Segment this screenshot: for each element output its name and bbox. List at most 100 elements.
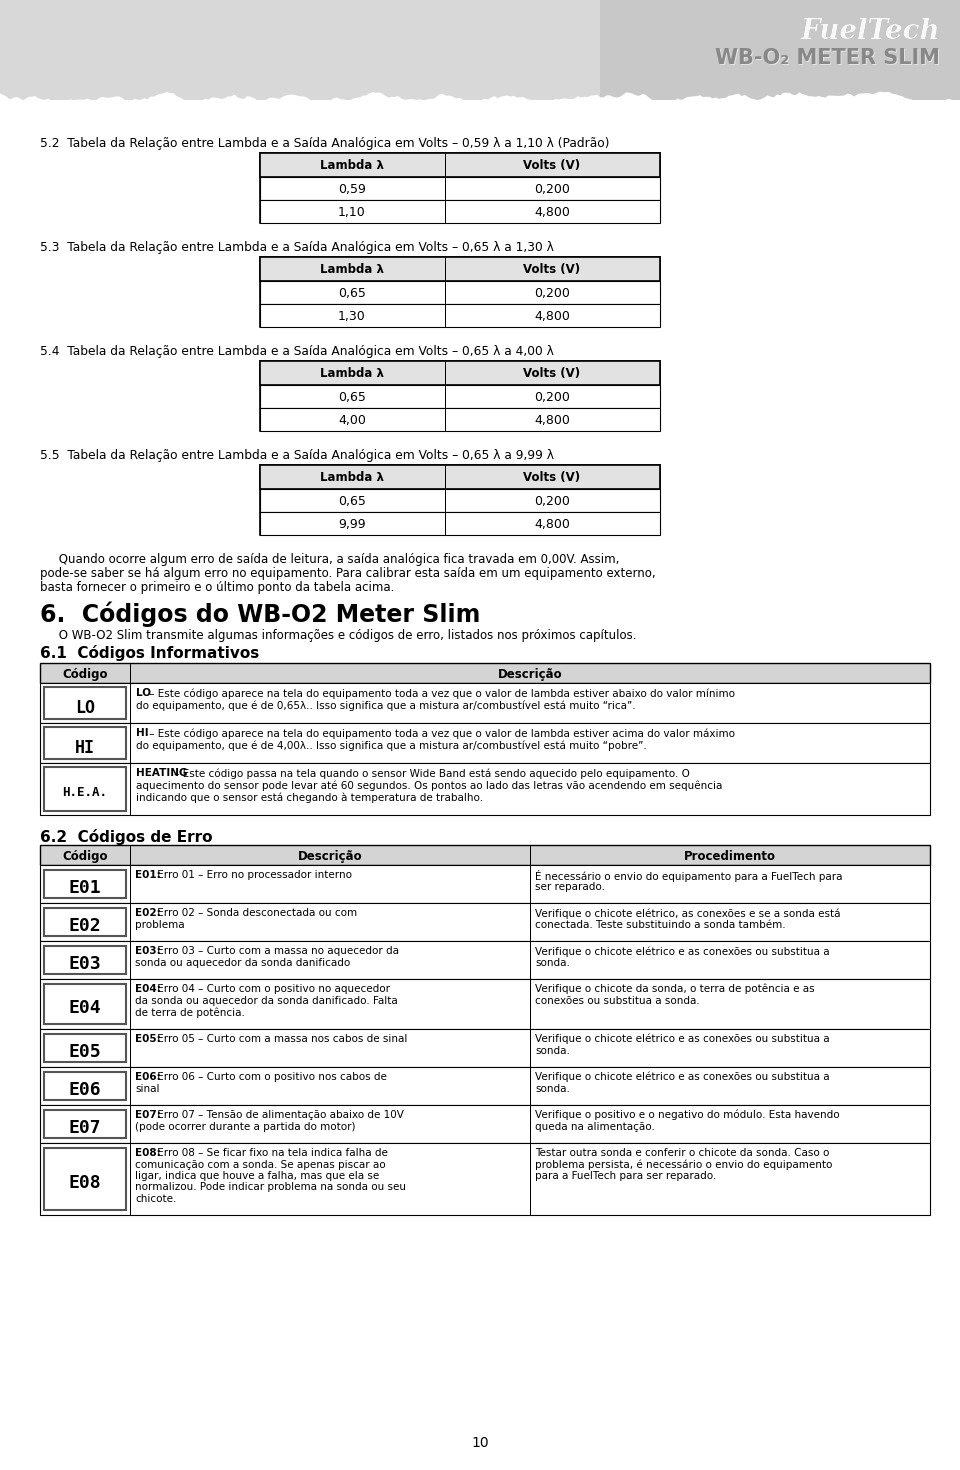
Text: 4,00: 4,00 xyxy=(338,415,366,426)
Text: Descrição: Descrição xyxy=(497,667,563,681)
Bar xyxy=(530,1029,531,1067)
Bar xyxy=(350,0,360,115)
Text: (pode ocorrer durante a partida do motor): (pode ocorrer durante a partida do motor… xyxy=(135,1122,355,1132)
Text: sinal: sinal xyxy=(135,1083,159,1094)
Text: E06:: E06: xyxy=(135,1072,160,1082)
Text: para a FuelTech para ser reparado.: para a FuelTech para ser reparado. xyxy=(535,1172,716,1180)
Bar xyxy=(530,864,531,903)
Text: ligar, indica que houve a falha, mas que ela se: ligar, indica que houve a falha, mas que… xyxy=(135,1172,379,1180)
Text: 0,65: 0,65 xyxy=(338,287,366,300)
Text: WB-O₂ METER SLIM: WB-O₂ METER SLIM xyxy=(715,49,940,68)
Bar xyxy=(260,362,660,431)
Text: sonda.: sonda. xyxy=(535,957,570,967)
Bar xyxy=(410,0,420,115)
Text: E08:: E08: xyxy=(135,1148,160,1158)
Bar xyxy=(60,0,70,115)
Text: Erro 03 – Curto com a massa no aquecedor da: Erro 03 – Curto com a massa no aquecedor… xyxy=(154,947,398,956)
Bar xyxy=(90,0,100,115)
Bar xyxy=(40,684,930,723)
Bar xyxy=(44,983,126,1025)
Bar xyxy=(250,0,260,115)
Text: E07: E07 xyxy=(69,1119,102,1136)
Bar xyxy=(44,767,126,811)
Bar xyxy=(44,686,126,719)
Bar xyxy=(500,0,510,115)
Bar xyxy=(40,1105,930,1144)
Text: 0,65: 0,65 xyxy=(338,391,366,404)
Text: É necessário o envio do equipamento para a FuelTech para: É necessário o envio do equipamento para… xyxy=(535,870,843,882)
Text: E03:: E03: xyxy=(135,947,160,956)
Bar xyxy=(300,0,310,115)
Bar xyxy=(550,0,560,115)
Text: Erro 04 – Curto com o positivo no aquecedor: Erro 04 – Curto com o positivo no aquece… xyxy=(154,983,390,994)
Text: 5.2  Tabela da Relação entre Lambda e a Saída Analógica em Volts – 0,59 λ a 1,10: 5.2 Tabela da Relação entre Lambda e a S… xyxy=(40,137,610,150)
Bar xyxy=(150,0,160,115)
Text: Testar outra sonda e conferir o chicote da sonda. Caso o: Testar outra sonda e conferir o chicote … xyxy=(535,1148,829,1158)
Bar xyxy=(330,0,340,115)
Bar xyxy=(260,465,660,490)
Text: Verifique o chicote da sonda, o terra de potência e as: Verifique o chicote da sonda, o terra de… xyxy=(535,983,815,995)
Bar xyxy=(260,176,660,200)
Bar xyxy=(44,870,126,898)
Text: ser reparado.: ser reparado. xyxy=(535,882,605,891)
Text: comunicação com a sonda. Se apenas piscar ao: comunicação com a sonda. Se apenas pisca… xyxy=(135,1160,386,1170)
Bar xyxy=(40,941,930,979)
Bar xyxy=(260,0,270,115)
Text: E01:: E01: xyxy=(135,870,160,881)
Bar xyxy=(240,0,250,115)
Bar xyxy=(260,153,660,223)
Text: Procedimento: Procedimento xyxy=(684,850,776,863)
Text: Lambda λ: Lambda λ xyxy=(320,263,384,276)
Text: 10: 10 xyxy=(471,1436,489,1449)
Bar xyxy=(260,409,660,431)
Text: Verifique o positivo e o negativo do módulo. Esta havendo: Verifique o positivo e o negativo do mód… xyxy=(535,1110,840,1120)
Bar xyxy=(530,979,531,1029)
Text: Quando ocorre algum erro de saída de leitura, a saída analógica fica travada em : Quando ocorre algum erro de saída de lei… xyxy=(40,553,619,566)
Bar xyxy=(130,941,131,979)
Bar xyxy=(20,0,30,115)
Bar xyxy=(380,0,390,115)
Text: basta fornecer o primeiro e o último ponto da tabela acima.: basta fornecer o primeiro e o último pon… xyxy=(40,581,395,594)
Text: – Este código aparece na tela do equipamento toda a vez que o valor de lambda es: – Este código aparece na tela do equipam… xyxy=(146,688,735,698)
Text: FuelTech: FuelTech xyxy=(801,18,940,46)
Bar xyxy=(130,1029,131,1067)
Text: Código: Código xyxy=(62,667,108,681)
Bar xyxy=(260,362,660,385)
Bar xyxy=(130,663,131,684)
Bar xyxy=(40,1067,930,1105)
Bar xyxy=(40,903,930,941)
Bar xyxy=(130,864,131,903)
Bar xyxy=(40,864,930,903)
Text: E08: E08 xyxy=(69,1175,102,1192)
Bar xyxy=(510,0,520,115)
Text: do equipamento, que é de 4,00λ.. Isso significa que a mistura ar/combustível est: do equipamento, que é de 4,00λ.. Isso si… xyxy=(136,739,647,751)
Bar xyxy=(400,0,410,115)
Text: HEATING: HEATING xyxy=(136,767,187,778)
Bar xyxy=(220,0,230,115)
Text: E03: E03 xyxy=(69,956,102,973)
Text: E05:: E05: xyxy=(135,1033,160,1044)
Bar xyxy=(130,1067,131,1105)
Bar xyxy=(520,0,530,115)
Bar xyxy=(390,0,400,115)
Text: conexões ou substitua a sonda.: conexões ou substitua a sonda. xyxy=(535,995,700,1005)
Text: problema persista, é necessário o envio do equipamento: problema persista, é necessário o envio … xyxy=(535,1160,832,1170)
Text: 1,30: 1,30 xyxy=(338,310,366,323)
Bar xyxy=(530,941,531,979)
Bar xyxy=(340,0,350,115)
Text: 6.1  Códigos Informativos: 6.1 Códigos Informativos xyxy=(40,645,259,662)
Text: queda na alimentação.: queda na alimentação. xyxy=(535,1122,655,1132)
Bar xyxy=(470,0,480,115)
Bar xyxy=(445,385,446,409)
Text: E01: E01 xyxy=(69,879,102,897)
Bar xyxy=(130,903,131,941)
Text: Erro 07 – Tensão de alimentação abaixo de 10V: Erro 07 – Tensão de alimentação abaixo d… xyxy=(154,1110,403,1120)
Bar xyxy=(170,0,180,115)
Text: Erro 01 – Erro no processador interno: Erro 01 – Erro no processador interno xyxy=(154,870,351,881)
Text: WB-O₂ METER SLIM: WB-O₂ METER SLIM xyxy=(716,49,941,69)
Bar xyxy=(530,845,531,864)
Text: Lambda λ: Lambda λ xyxy=(320,159,384,172)
Text: 5.4  Tabela da Relação entre Lambda e a Saída Analógica em Volts – 0,65 λ a 4,00: 5.4 Tabela da Relação entre Lambda e a S… xyxy=(40,345,554,359)
Text: HI: HI xyxy=(75,739,95,757)
Bar xyxy=(260,257,660,326)
